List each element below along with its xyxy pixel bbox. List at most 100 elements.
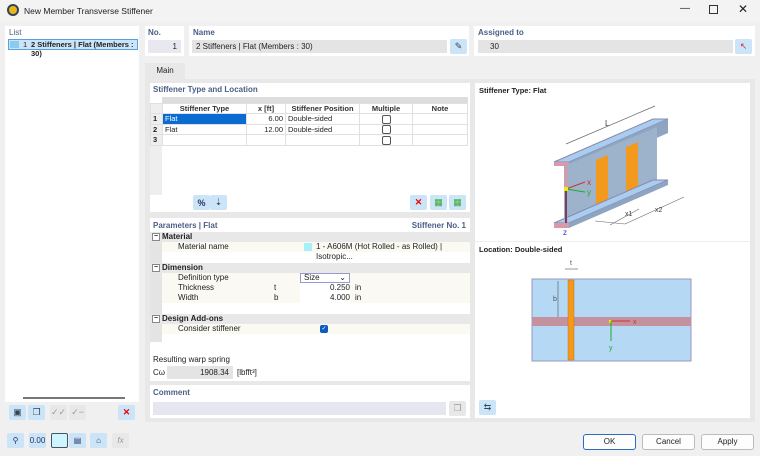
- cell-x[interactable]: [246, 134, 286, 146]
- cancel-button[interactable]: Cancel: [642, 434, 695, 450]
- close-button[interactable]: ✕: [738, 2, 749, 16]
- addons-section[interactable]: Design Add-ons −: [150, 314, 470, 324]
- assigned-label: Assigned to: [478, 28, 524, 37]
- delete-item-icon[interactable]: ✕: [118, 405, 135, 420]
- assigned-value: 30: [490, 42, 499, 51]
- width-symbol: b: [274, 293, 279, 302]
- formula-icon[interactable]: fx: [112, 433, 129, 448]
- stiffener-table: Stiffener Type x [ft] Stiffener Position…: [150, 103, 468, 146]
- cell-position[interactable]: Double-sided: [285, 123, 360, 136]
- definition-type-label: Definition type: [178, 273, 229, 282]
- collapse-icon[interactable]: −: [152, 233, 160, 241]
- multiple-checkbox[interactable]: [381, 135, 391, 145]
- assigned-field[interactable]: 30: [478, 40, 733, 53]
- row-num-header: [150, 103, 163, 114]
- axis-z-label: z: [563, 228, 567, 237]
- material-name-label: Material name: [178, 242, 229, 251]
- definition-type-row: Definition type Size ⌄: [162, 273, 470, 283]
- name-label: Name: [193, 28, 215, 37]
- collapse-icon[interactable]: −: [152, 264, 160, 272]
- location-figure: t b x y: [531, 260, 692, 362]
- cell-x[interactable]: 12.00: [246, 123, 286, 136]
- table-row[interactable]: 3: [150, 134, 468, 146]
- comment-field[interactable]: [153, 402, 446, 415]
- table-row[interactable]: 1 Flat 6.00 Double-sided: [150, 113, 468, 125]
- col-type: Stiffener Type: [162, 103, 247, 114]
- cell-position[interactable]: Double-sided: [285, 113, 360, 125]
- col-note: Note: [412, 103, 468, 114]
- definition-type-select[interactable]: Size ⌄: [300, 273, 350, 283]
- tab-main[interactable]: Main: [145, 63, 185, 79]
- width-unit: in: [355, 293, 362, 302]
- apply-button[interactable]: Apply: [701, 434, 754, 450]
- comment-library-icon[interactable]: ❐: [449, 401, 466, 416]
- tree-gutter: [150, 232, 162, 342]
- select-members-icon[interactable]: ↖: [735, 39, 752, 54]
- assigned-panel: Assigned to 30 ↖: [474, 26, 755, 56]
- label-b: b: [553, 296, 557, 303]
- cell-type[interactable]: Flat: [162, 113, 247, 125]
- stiffener-table-wrap: Stiffener Type x [ft] Stiffener Position…: [150, 97, 470, 195]
- view-icon[interactable]: ⌂: [90, 433, 107, 448]
- table-group-strip: [162, 97, 468, 103]
- thickness-value[interactable]: 0.250: [300, 283, 350, 293]
- maximize-button[interactable]: [709, 5, 718, 14]
- thickness-symbol: t: [274, 283, 277, 292]
- width-label: Width: [178, 293, 199, 302]
- cell-note[interactable]: [412, 134, 468, 146]
- list-item[interactable]: 1 2 Stiffeners | Flat (Members : 30): [8, 39, 138, 58]
- title-bar: New Member Transverse Stiffener — ✕: [0, 0, 760, 22]
- consider-stiffener-checkbox[interactable]: ✓: [320, 325, 328, 333]
- dimension-section[interactable]: Dimension −: [150, 263, 470, 273]
- multiple-checkbox[interactable]: [381, 125, 391, 135]
- cell-x[interactable]: 6.00: [246, 113, 286, 125]
- uncheck-icon[interactable]: ✓−: [69, 405, 86, 420]
- cell-position[interactable]: [285, 134, 360, 146]
- delete-row-icon[interactable]: ✕: [410, 195, 427, 210]
- consider-stiffener-label: Consider stiffener: [178, 324, 241, 333]
- collapse-icon[interactable]: −: [152, 315, 160, 323]
- view-options-icon[interactable]: ⇆: [479, 400, 496, 415]
- no-field[interactable]: 1: [148, 40, 181, 53]
- percent-icon[interactable]: %: [193, 195, 210, 210]
- no-label: No.: [148, 28, 161, 37]
- cell-note[interactable]: [412, 123, 468, 136]
- export-icon[interactable]: ▦: [449, 195, 466, 210]
- ok-button[interactable]: OK: [583, 434, 636, 450]
- edit-name-icon[interactable]: ✎: [450, 39, 467, 54]
- multiple-checkbox[interactable]: [381, 114, 391, 124]
- material-name-value[interactable]: 1 - A606M (Hot Rolled - as Rolled) | Iso…: [316, 242, 443, 261]
- tab-main-label: Main: [156, 66, 174, 75]
- cell-type[interactable]: Flat: [162, 123, 247, 136]
- new-item-icon[interactable]: ▣: [9, 405, 26, 420]
- beam-3d-figure: L x y z x1 x2: [553, 105, 685, 237]
- stiffener-panel: Stiffener Type and Location Stiffener Ty…: [150, 83, 470, 212]
- row-no: 2: [150, 123, 163, 136]
- list-label: List: [9, 28, 22, 37]
- table-row[interactable]: 2 Flat 12.00 Double-sided: [150, 123, 468, 136]
- figure-divider: [475, 241, 750, 242]
- parameters-title: Parameters | Flat: [153, 221, 218, 230]
- cell-type[interactable]: [162, 134, 247, 146]
- display-properties-icon[interactable]: ▤: [69, 433, 86, 448]
- thickness-row: Thickness t 0.250 in: [162, 283, 470, 293]
- name-field[interactable]: 2 Stiffeners | Flat (Members : 30): [192, 40, 447, 53]
- material-section[interactable]: Material −: [150, 232, 470, 242]
- copy-item-icon[interactable]: ❐: [28, 405, 45, 420]
- label-x2: x2: [655, 207, 663, 214]
- sort-icon[interactable]: ⇣: [210, 195, 227, 210]
- cell-note[interactable]: [412, 113, 468, 125]
- units-icon[interactable]: 0.00: [29, 433, 46, 448]
- label-L: L: [605, 119, 610, 128]
- search-icon[interactable]: ⚲: [7, 433, 24, 448]
- minimize-button[interactable]: —: [680, 3, 690, 14]
- warp-spring-symbol: Cω: [153, 368, 166, 377]
- color-icon[interactable]: [51, 433, 68, 448]
- width-value[interactable]: 4.000: [300, 293, 350, 303]
- stiffener-no: Stiffener No. 1: [411, 221, 466, 230]
- material-section-label: Material: [162, 232, 193, 241]
- list-scrollbar[interactable]: [23, 397, 125, 399]
- material-name-row[interactable]: Material name 1 - A606M (Hot Rolled - as …: [162, 242, 470, 261]
- import-icon[interactable]: ▦: [430, 195, 447, 210]
- check-all-icon[interactable]: ✓✓: [50, 405, 67, 420]
